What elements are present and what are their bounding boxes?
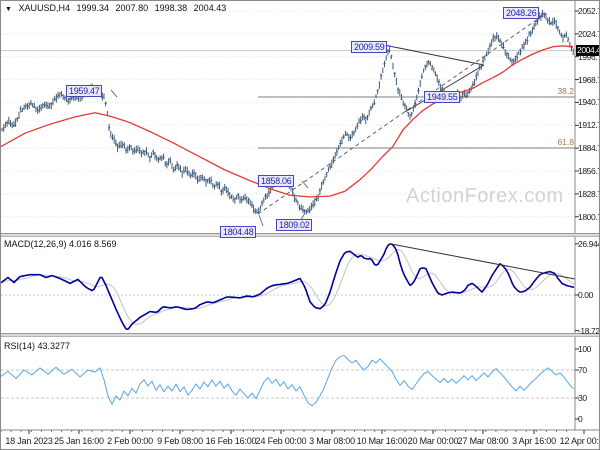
time-axis-label: 3 Apr 16:00	[512, 436, 556, 446]
dashed-projection-line	[257, 13, 546, 215]
price-axis-label: 2052.70	[578, 6, 600, 16]
rsi-axis-label: 100	[578, 344, 591, 354]
symbol-dropdown-icon: ▼	[5, 6, 12, 13]
fib-level-label: 61.8	[557, 137, 574, 147]
rsi-indicator-label: RSI(14) 43.3277	[4, 341, 71, 351]
price-callout: 1804.48	[220, 226, 257, 238]
price-axis-label: 1968.70	[578, 74, 600, 85]
price-callout: 1949.55	[424, 91, 461, 103]
macd-axis-label: -18.726	[578, 325, 600, 336]
macd-axis-label: 26.944	[578, 238, 600, 249]
symbol-label: XAUUSD,H4	[18, 3, 70, 13]
price-axis-label: 1856.70	[578, 166, 600, 176]
time-axis-label: 10 Mar 16:00	[356, 436, 408, 446]
price-axis-label: 1884.70	[578, 143, 600, 154]
time-axis-label: 25 Jan 16:00	[54, 436, 104, 446]
rsi-line	[0, 354, 575, 407]
symbol-info-bar: ▼ XAUUSD,H4 1999.34 2007.80 1998.38 2004…	[5, 3, 230, 13]
time-axis-label: 12 Apr 00:00	[559, 436, 600, 446]
price-axis-label: 1940.70	[578, 97, 600, 108]
fib-level-label: 38.2	[557, 86, 574, 96]
price-axis-label: 1800.70	[578, 211, 600, 222]
time-axis-label: 27 Mar 08:00	[457, 436, 509, 446]
price-trendline	[404, 64, 485, 113]
callout-tail	[258, 214, 264, 227]
price-axis-label: 2024.70	[578, 28, 600, 39]
time-axis-label: 24 Feb 00:00	[255, 436, 307, 446]
price-trendline	[383, 44, 485, 66]
panel-separator-main-macd[interactable]	[0, 233, 600, 237]
macd-indicator-label: MACD(12,26,9) 4.016 8.569	[4, 239, 117, 249]
price-callout: 1809.02	[276, 219, 313, 231]
rsi-axis-label: 30	[578, 393, 587, 403]
callout-tail	[110, 89, 118, 98]
time-axis-label: 2 Feb 00:00	[107, 436, 153, 446]
ohlc-open: 1999.34	[76, 3, 110, 13]
price-axis-label: 1996.70	[578, 51, 600, 62]
time-axis-label: 3 Mar 08:00	[309, 436, 355, 446]
ohlc-low: 1998.38	[154, 3, 188, 13]
time-axis-label: 16 Feb 16:00	[205, 436, 257, 446]
price-callout: 2048.26	[503, 7, 540, 19]
price-axis-label: 1912.70	[578, 120, 600, 131]
price-callout: 1959.47	[66, 85, 103, 97]
time-axis-label: 9 Feb 08:00	[157, 436, 203, 446]
ohlc-close: 2004.43	[193, 3, 227, 13]
time-axis-label: 20 Mar 00:00	[407, 436, 459, 446]
callout-tail	[387, 45, 396, 48]
watermark: ActionForex.com	[406, 185, 564, 207]
macd-main-line	[0, 243, 575, 330]
callout-tail	[540, 12, 546, 16]
price-callout: 2009.59	[351, 41, 388, 53]
current-price-tag: 2004.43	[576, 45, 600, 56]
rsi-axis-label: 70	[578, 365, 587, 375]
time-axis-label: 18 Jan 2023	[5, 436, 53, 446]
macd-axis-label: 0.00	[578, 290, 593, 300]
callout-tail	[301, 180, 309, 189]
macd-trendline	[389, 243, 576, 280]
price-callout: 1858.06	[258, 175, 295, 187]
price-axis-label: 1828.70	[578, 188, 600, 199]
panel-separator-macd-rsi[interactable]	[0, 333, 600, 337]
ohlc-high: 2007.80	[115, 3, 149, 13]
moving-average-line	[0, 45, 574, 198]
rsi-axis-label: 0	[578, 414, 583, 424]
